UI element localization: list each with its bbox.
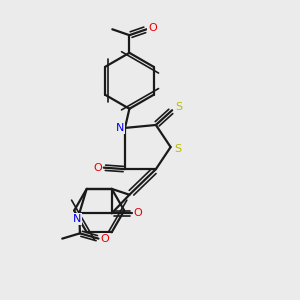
- Text: O: O: [148, 23, 157, 33]
- Text: O: O: [134, 208, 142, 218]
- Text: O: O: [100, 234, 109, 244]
- Text: N: N: [73, 214, 82, 224]
- Text: N: N: [116, 123, 124, 133]
- Text: S: S: [174, 143, 182, 154]
- Text: O: O: [93, 163, 102, 173]
- Text: S: S: [175, 102, 182, 112]
